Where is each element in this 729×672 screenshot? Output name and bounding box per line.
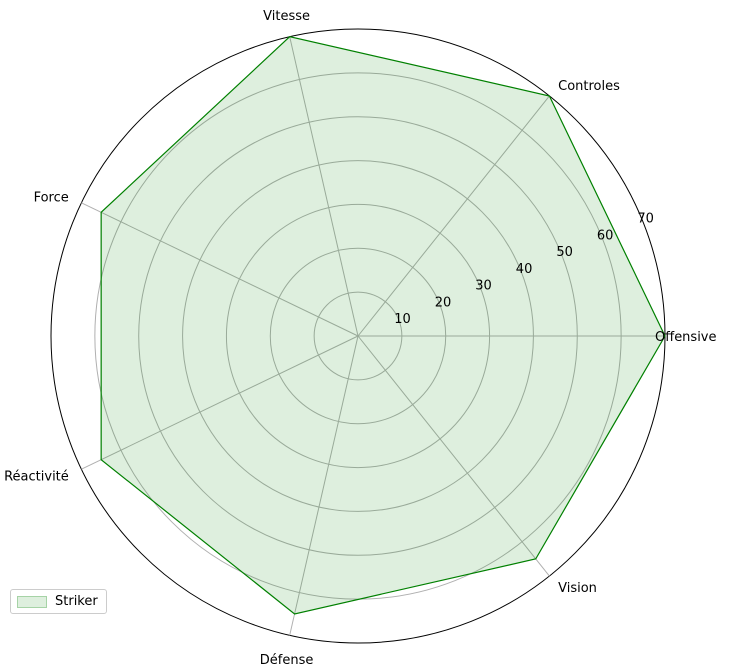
category-label: Vision bbox=[558, 581, 597, 596]
spoke-1 bbox=[357, 95, 550, 337]
r-tick-label: 10 bbox=[394, 312, 411, 327]
radar-labels: 10 20 30 40 50 60 70 Offensive Controles Vitesse F… bbox=[4, 9, 716, 668]
category-label: Offensive bbox=[655, 330, 717, 345]
spoke-5 bbox=[289, 335, 359, 636]
r-tick-label: 40 bbox=[516, 262, 533, 277]
r-tick-label: 50 bbox=[556, 245, 573, 260]
spoke-4 bbox=[81, 335, 359, 470]
legend-swatch bbox=[17, 595, 47, 608]
r-tick-label: 30 bbox=[475, 279, 492, 294]
radar-series bbox=[100, 36, 666, 615]
r-tick-label: 20 bbox=[435, 295, 452, 310]
radar-grid bbox=[50, 28, 666, 644]
spoke-3 bbox=[81, 202, 359, 337]
legend: Striker bbox=[10, 589, 107, 614]
spoke-6 bbox=[357, 335, 550, 577]
series-line-0 bbox=[100, 36, 666, 615]
series-area-0 bbox=[101, 36, 665, 614]
category-label: Force bbox=[34, 191, 69, 206]
legend-label: Striker bbox=[55, 594, 98, 609]
r-tick-label: 60 bbox=[597, 228, 614, 243]
category-label: Vitesse bbox=[263, 9, 310, 24]
category-label: Défense bbox=[260, 653, 314, 668]
spoke-2 bbox=[289, 36, 359, 337]
category-label: Réactivité bbox=[4, 469, 69, 484]
category-label: Controles bbox=[558, 79, 620, 94]
r-tick-label: 70 bbox=[637, 212, 654, 227]
